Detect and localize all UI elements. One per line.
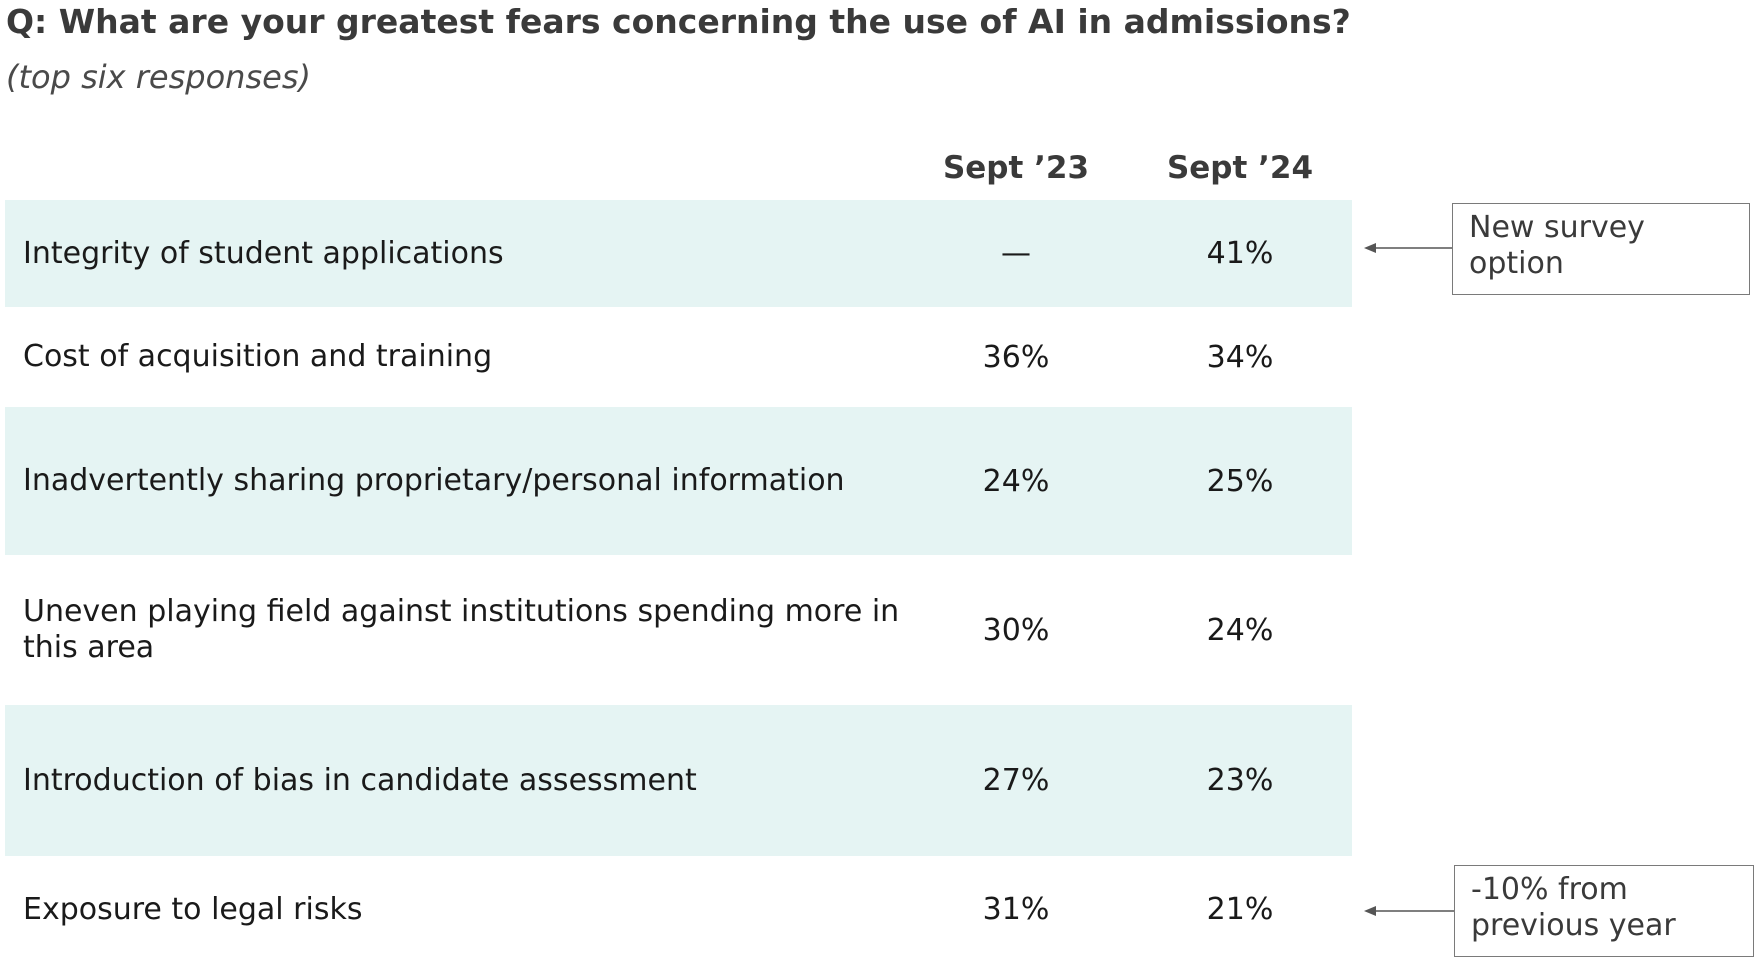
row-label: Cost of acquisition and training (23, 339, 493, 374)
value-sept-23: — (1001, 236, 1031, 271)
value-sept-23: 31% (982, 892, 1050, 927)
callout-new-survey-option: New survey option (1452, 203, 1750, 295)
row-label: Exposure to legal risks (23, 891, 363, 927)
value-sept-24: 34% (1206, 339, 1274, 375)
row-label: Uneven playing field against institution… (23, 594, 900, 665)
callout-arrow-icon (1364, 906, 1456, 916)
chart-title: Q: What are your greatest fears concerni… (6, 2, 1351, 41)
row-label: Introduction of bias in candidate assess… (23, 762, 697, 798)
column-header-sept-23: Sept ’23 (942, 150, 1090, 186)
value-sept-24: 41% (1206, 236, 1274, 271)
row-label: Inadvertently sharing proprietary/person… (23, 463, 845, 498)
table-row: Introduction of bias in candidate assess… (5, 705, 1352, 856)
value-sept-23: 27% (982, 763, 1050, 798)
column-header-sept-24: Sept ’24 (1166, 150, 1314, 186)
value-sept-24: 21% (1206, 892, 1274, 927)
callout-arrow-icon (1364, 243, 1454, 253)
table-row: Exposure to legal risks 31% 21% (5, 856, 1352, 963)
table-row: Integrity of student applications — 41% (5, 200, 1352, 307)
value-sept-24: 24% (1206, 612, 1274, 648)
value-sept-23: 24% (982, 463, 1050, 499)
chart-subtitle: (top six responses) (6, 58, 311, 96)
callout-decline-from-previous-year: -10% from previous year (1454, 865, 1754, 957)
value-sept-24: 25% (1206, 463, 1274, 499)
value-sept-23: 30% (982, 612, 1050, 648)
value-sept-23: 36% (982, 339, 1050, 375)
table-row: Uneven playing field against institution… (5, 555, 1352, 705)
table-row: Cost of acquisition and training 36% 34% (5, 307, 1352, 407)
row-label: Integrity of student applications (23, 235, 504, 271)
table-row: Inadvertently sharing proprietary/person… (5, 407, 1352, 555)
value-sept-24: 23% (1206, 763, 1274, 798)
